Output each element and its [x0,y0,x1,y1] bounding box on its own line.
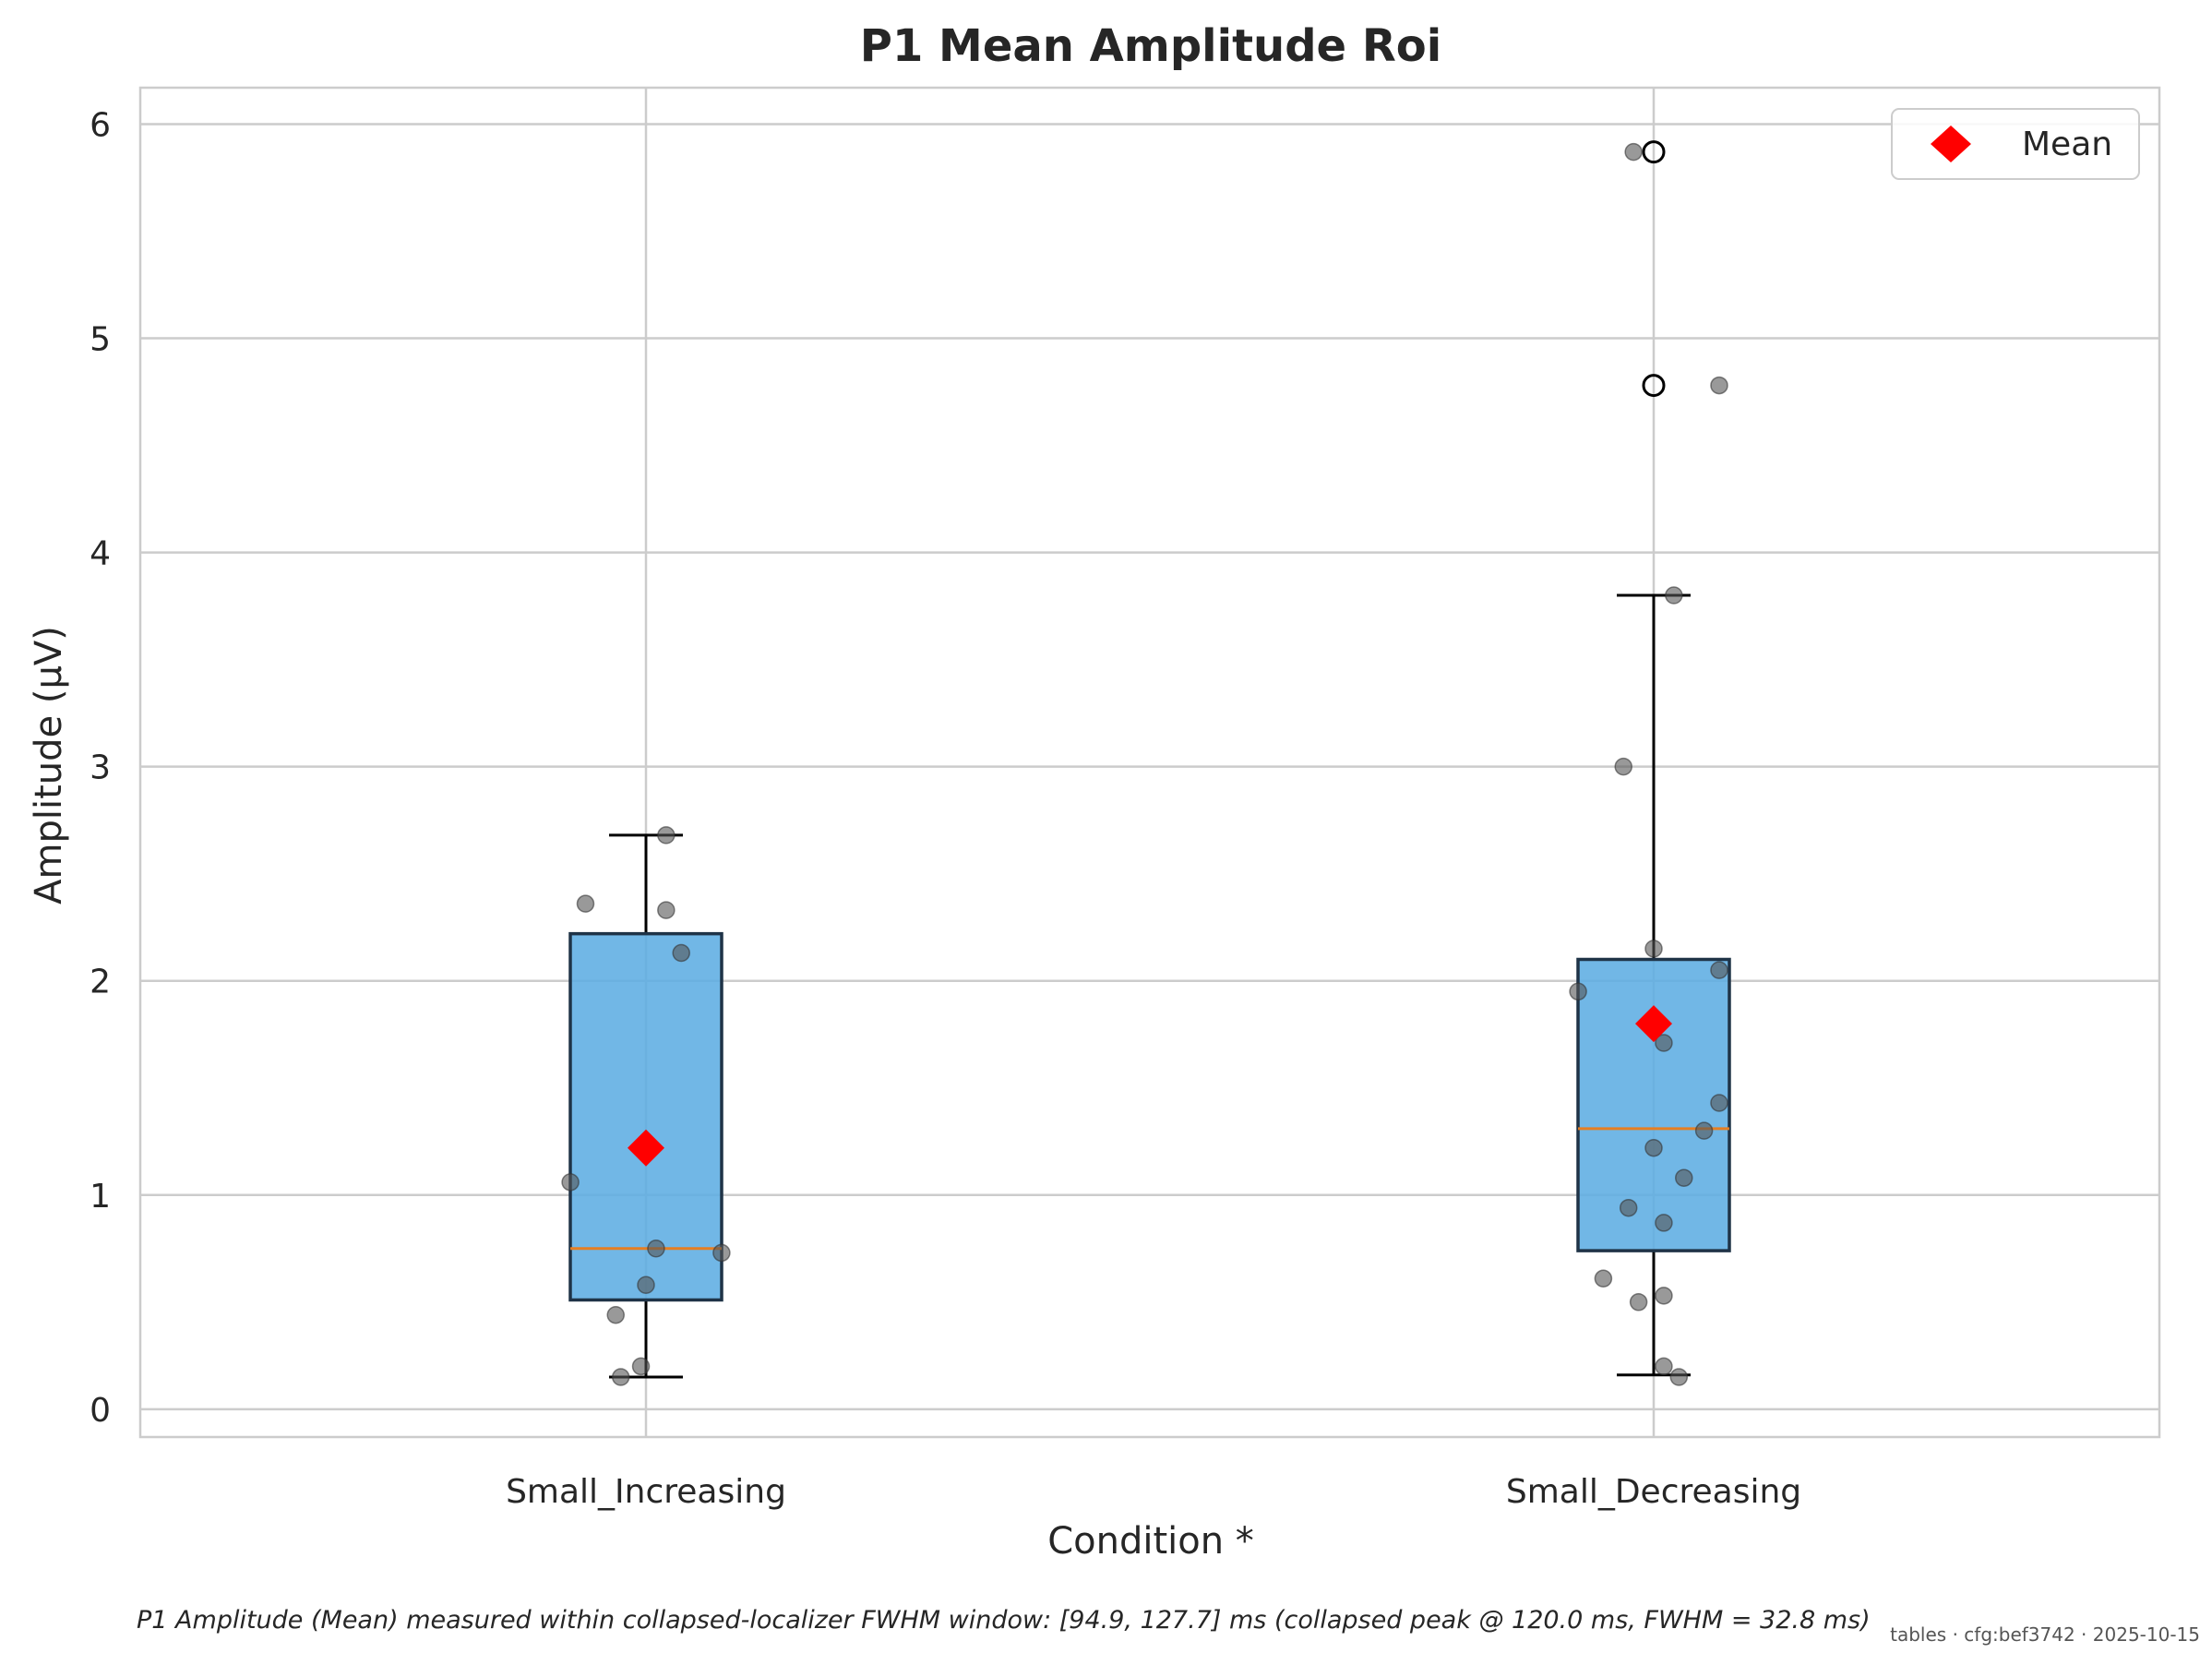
y-tick-label: 6 [90,106,111,144]
outlier-marker [1642,374,1666,398]
data-point [1655,1357,1673,1376]
mean-marker [628,1129,664,1167]
legend-label-mean: Mean [2022,126,2112,163]
data-point [1594,1269,1613,1288]
y-axis-label: Amplitude (μV) [28,626,70,904]
data-point [1614,757,1632,776]
points-layer [561,142,1728,1386]
data-point [647,1240,665,1258]
data-point [1619,1198,1638,1217]
x-tick-label: Small_Decreasing [1506,1473,1801,1511]
data-point [1669,1368,1689,1386]
legend-box [1891,108,2140,180]
figure-caption: P1 Amplitude (Mean) measured within coll… [137,1606,1871,1635]
data-point [1569,982,1587,1001]
data-point [657,826,676,844]
chart-title: P1 Mean Amplitude Roi [860,20,1441,72]
y-tick-label: 4 [90,535,111,573]
data-point [1629,1293,1648,1312]
box-iqr [1576,957,1731,1252]
mean-marker [1635,1005,1672,1043]
data-point [611,1368,630,1386]
data-point [1710,1094,1728,1112]
data-point [712,1243,731,1263]
legend-mean-diamond [1931,126,1971,162]
y-tick-label: 2 [90,964,111,1001]
boxes-layer [568,140,1731,1379]
data-point [1694,1121,1714,1140]
box-iqr [568,931,723,1302]
y-tick-label: 1 [90,1178,111,1216]
y-tick-labels: 0 1 2 3 4 5 6 [90,106,111,1429]
data-point [1710,376,1728,395]
box-Small_Increasing [568,833,723,1379]
data-point [561,1173,580,1192]
outlier-marker [1642,140,1666,164]
data-point [1655,1287,1673,1305]
footer-stamp: tables · cfg:bef3742 · 2025-10-15 [1890,1623,2200,1646]
y-tick-label: 0 [90,1392,111,1430]
data-point [606,1305,625,1324]
data-point [1655,1034,1673,1052]
data-point [672,943,690,963]
plot-frame [138,86,2161,1439]
data-point [1644,1138,1663,1157]
y-tick-label: 5 [90,321,111,359]
data-point [1675,1168,1693,1187]
data-point [576,894,595,913]
x-axis-label: Condition * [1047,1520,1254,1563]
legend: Mean [1891,108,2140,180]
data-point [657,901,676,919]
data-point [1644,940,1663,958]
data-point [1624,142,1643,162]
data-point [1665,586,1683,605]
y-tick-label: 3 [90,749,111,787]
data-point [1710,961,1728,979]
x-tick-label: Small_Increasing [506,1473,786,1511]
data-point [1655,1214,1673,1232]
x-tick-labels: Small_Increasing Small_Decreasing [506,1473,1801,1511]
data-point [631,1357,651,1376]
data-point [637,1276,655,1294]
